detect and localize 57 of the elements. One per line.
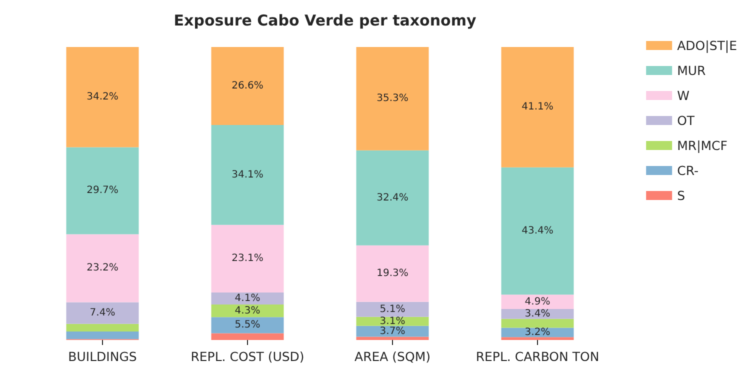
legend-label: MUR xyxy=(677,63,706,78)
bar xyxy=(356,302,429,317)
legend-label: W xyxy=(677,88,690,103)
bar xyxy=(211,317,284,334)
data-label: 3.7% xyxy=(380,326,406,337)
bar xyxy=(66,147,139,234)
bar xyxy=(211,124,284,225)
legend-label: CR- xyxy=(677,163,699,178)
bar xyxy=(501,337,574,340)
bar xyxy=(356,336,429,340)
bar xyxy=(66,302,139,324)
data-label: 41.1% xyxy=(522,102,554,113)
bar xyxy=(356,47,429,150)
x-tick-label: BUILDINGS xyxy=(68,349,137,364)
bar xyxy=(356,326,429,337)
data-label: 32.4% xyxy=(376,192,408,204)
bar xyxy=(356,245,429,302)
bar xyxy=(66,234,139,302)
data-label: 5.5% xyxy=(234,320,260,331)
x-tick-label: REPL. CARBON TON xyxy=(476,349,600,364)
data-label: 4.1% xyxy=(234,293,260,304)
data-label: 34.1% xyxy=(232,169,264,180)
data-label: 3.1% xyxy=(380,316,406,327)
bar xyxy=(66,47,139,148)
bar xyxy=(66,332,139,340)
bar xyxy=(501,294,574,309)
bar xyxy=(211,224,284,293)
bar xyxy=(211,304,284,318)
x-tick-label: REPL. COST (USD) xyxy=(190,349,304,364)
chart-title: Exposure Cabo Verde per taxonomy xyxy=(174,12,476,30)
data-label: 34.2% xyxy=(86,92,118,103)
data-label: 3.2% xyxy=(524,326,550,338)
data-label: 23.1% xyxy=(232,253,264,264)
data-label: 29.7% xyxy=(86,185,118,196)
bar xyxy=(356,150,429,246)
data-label: 3.4% xyxy=(524,308,550,320)
legend-label: OT xyxy=(677,113,695,128)
data-label: 5.1% xyxy=(380,304,406,315)
bar xyxy=(501,318,574,328)
data-label: 4.9% xyxy=(524,296,550,308)
bar xyxy=(211,292,284,305)
bar xyxy=(501,47,574,168)
bar xyxy=(66,324,139,332)
legend-label: MR|MCF xyxy=(677,138,728,153)
data-label: 43.4% xyxy=(522,226,554,237)
data-label: 19.3% xyxy=(376,268,408,280)
bar xyxy=(501,167,574,295)
data-label: 35.3% xyxy=(376,93,408,104)
x-tick-label: AREA (SQM) xyxy=(354,349,430,364)
data-label: 4.3% xyxy=(234,305,260,316)
bar xyxy=(211,333,284,340)
data-label: 26.6% xyxy=(232,80,264,92)
legend-label: S xyxy=(677,188,686,203)
data-label: 23.2% xyxy=(86,262,118,274)
legend-label: ADO|ST|E xyxy=(677,38,738,53)
data-label: 7.4% xyxy=(90,308,116,319)
bar xyxy=(211,47,284,125)
